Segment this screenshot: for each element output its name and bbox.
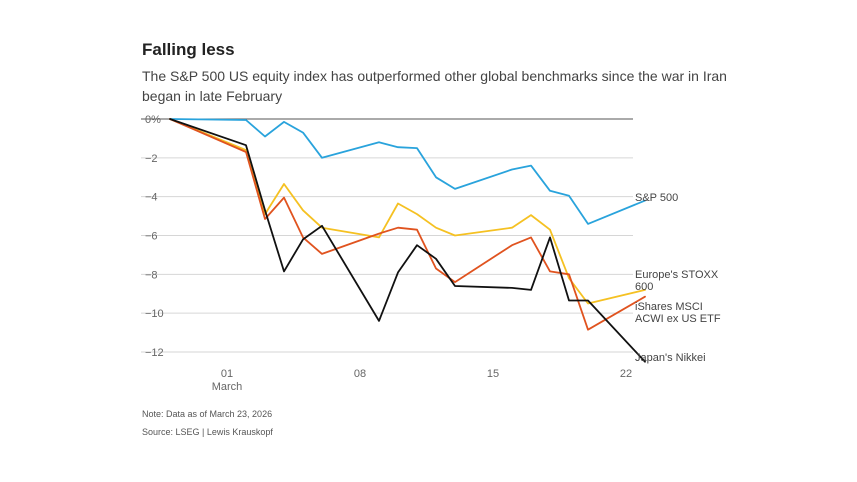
series-line-ishares-msci-acwi-ex-us-etf (169, 118, 646, 331)
series-line-europe-s-stoxx-600 (169, 118, 646, 305)
chart-subtitle: The S&P 500 US equity index has outperfo… (142, 68, 727, 104)
chart-note: Note: Data as of March 23, 2026 (142, 409, 273, 419)
series-label: S&P 500 (635, 192, 678, 204)
series-label: 600 (635, 281, 653, 293)
x-tick-label: 15 (487, 368, 499, 380)
series-label: Japan's Nikkei (635, 352, 706, 364)
x-tick-label: 08 (354, 368, 366, 380)
series-label: ACWI ex US ETF (635, 313, 721, 325)
y-tick-label: −2 (145, 153, 158, 165)
x-tick-sublabel: March (212, 381, 243, 393)
y-tick-label: −12 (145, 347, 164, 359)
series-label: Europe's STOXX (635, 269, 719, 281)
gridlines (141, 118, 633, 353)
y-tick-label: −4 (145, 192, 158, 204)
chart-source: Source: LSEG | Lewis Krauskopf (142, 427, 273, 437)
x-tick-label: 22 (620, 368, 632, 380)
x-tick-label: 01 (221, 368, 233, 380)
y-tick-label: −10 (145, 308, 164, 320)
series-line-japan-s-nikkei (169, 118, 646, 363)
y-tick-label: −6 (145, 231, 158, 243)
y-tick-label: 0% (145, 114, 161, 126)
series-lines (169, 118, 646, 363)
y-axis-ticks: 0% −2 −4 −6 −8 −10 −12 (145, 114, 164, 359)
y-tick-label: −8 (145, 269, 158, 281)
series-label: iShares MSCI (635, 301, 703, 313)
series-line-s-p-500 (169, 118, 646, 225)
chart-title: Falling less (142, 40, 235, 59)
